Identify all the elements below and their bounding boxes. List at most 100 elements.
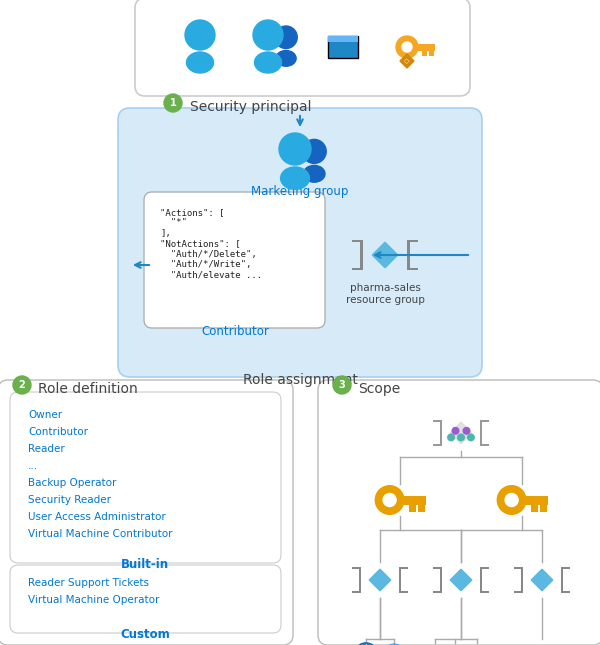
Circle shape [505,493,518,506]
Text: "Actions": [
  "*"
],
"NotActions": [
  "Auth/*/Delete",
  "Auth/*/Write",
  "Au: "Actions": [ "*" ], "NotActions": [ "Aut… [160,208,262,279]
Text: Backup Operator: Backup Operator [28,478,116,488]
Bar [480,420,482,446]
Text: Contributor: Contributor [201,325,269,338]
Bar [399,567,408,569]
Bar [407,239,410,270]
Text: Owner: Owner [28,410,62,420]
Bar [399,567,401,593]
Polygon shape [400,54,414,68]
Circle shape [354,643,378,645]
Bar [531,505,538,511]
Text: Scope: Scope [358,382,400,396]
FancyBboxPatch shape [318,380,600,645]
Bar [352,591,359,593]
Circle shape [383,493,396,506]
Text: Virtual Machine Operator: Virtual Machine Operator [28,595,160,605]
Text: Reader Support Tickets: Reader Support Tickets [28,578,149,588]
Text: pharma-sales
resource group: pharma-sales resource group [346,283,424,304]
Bar [480,567,489,569]
Bar [480,420,489,422]
Bar [433,444,440,446]
Bar [521,567,523,593]
FancyBboxPatch shape [0,380,293,645]
Circle shape [185,20,215,50]
Bar [514,591,521,593]
Text: 3: 3 [338,380,346,390]
Ellipse shape [276,50,296,66]
Circle shape [376,486,404,514]
Circle shape [275,26,297,48]
FancyBboxPatch shape [10,392,281,563]
Bar [409,505,416,511]
Bar [440,420,442,446]
Circle shape [302,139,326,163]
Text: Role definition: Role definition [38,382,138,396]
Circle shape [333,376,351,394]
Ellipse shape [254,52,281,73]
Bar [429,50,434,56]
Circle shape [467,434,474,441]
Bar [328,36,358,42]
Text: Virtual Machine Contributor: Virtual Machine Contributor [28,529,173,539]
Bar [352,239,360,242]
Circle shape [402,42,412,52]
Bar [399,591,408,593]
Bar [360,239,362,270]
Bar [561,591,570,593]
Bar [422,51,427,56]
Text: 2: 2 [19,380,25,390]
FancyBboxPatch shape [10,565,281,633]
Bar [520,496,548,505]
Circle shape [164,94,182,112]
Text: User Access Administrator: User Access Administrator [28,512,166,522]
Polygon shape [450,570,472,591]
Bar [418,504,425,511]
Bar [440,567,442,593]
Text: 1: 1 [170,98,176,108]
Circle shape [253,20,283,50]
Text: ◇: ◇ [404,58,410,64]
Ellipse shape [187,52,214,73]
Bar [407,239,418,242]
Bar [352,567,359,569]
Bar [561,567,570,569]
Bar [433,567,440,569]
Text: Security principal: Security principal [190,100,311,114]
Ellipse shape [281,167,310,190]
Circle shape [396,36,418,58]
Bar [540,504,547,511]
FancyBboxPatch shape [144,192,325,328]
Circle shape [279,133,311,165]
Bar [433,420,440,422]
Ellipse shape [388,644,400,645]
Text: Marketing group: Marketing group [251,185,349,198]
Polygon shape [369,570,391,591]
Polygon shape [450,422,472,444]
Text: ...: ... [28,461,38,471]
Text: Built-in: Built-in [121,558,169,571]
Bar [352,268,360,270]
Text: Contributor: Contributor [28,427,88,437]
Circle shape [458,434,464,441]
Circle shape [452,428,459,434]
Bar [397,496,426,505]
Polygon shape [372,243,398,268]
Circle shape [13,376,31,394]
Bar [480,591,489,593]
Bar [561,567,563,593]
FancyBboxPatch shape [328,36,358,58]
Ellipse shape [304,165,325,182]
Bar [514,567,521,569]
Bar [407,268,418,270]
Text: Security Reader: Security Reader [28,495,111,505]
Bar [433,591,440,593]
Text: Custom: Custom [120,628,170,641]
FancyBboxPatch shape [118,108,482,377]
FancyBboxPatch shape [135,0,470,96]
Text: Reader: Reader [28,444,65,454]
Polygon shape [531,570,553,591]
Text: Role assignment: Role assignment [242,373,358,387]
Circle shape [463,428,470,434]
Bar [413,44,435,51]
Bar [480,444,489,446]
